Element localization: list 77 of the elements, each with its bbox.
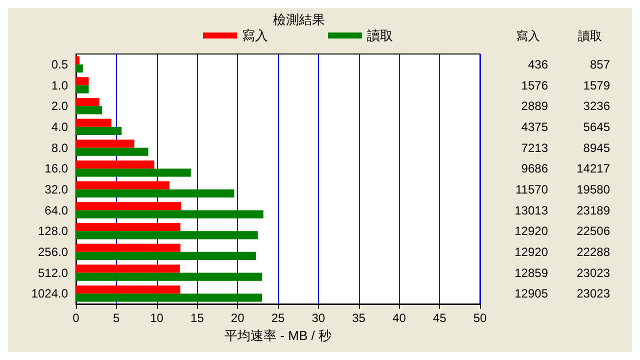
- bar: [76, 231, 258, 240]
- x-tick-label: 40: [392, 311, 406, 325]
- text: 12920: [514, 244, 548, 259]
- x-tick-label: 10: [150, 311, 164, 325]
- text: 13013: [514, 203, 548, 218]
- x-tick-label: 35: [352, 311, 366, 325]
- text: 11570: [516, 182, 548, 196]
- text: 22288: [576, 244, 610, 259]
- y-tick-label: 256.0: [38, 244, 68, 259]
- y-tick-label: 8.0: [51, 140, 68, 155]
- text: 12920: [514, 224, 548, 238]
- bar: [76, 56, 80, 64]
- text: 2889: [521, 99, 548, 114]
- text: 12905: [514, 286, 548, 301]
- bar: [76, 140, 134, 148]
- text: 23023: [576, 286, 610, 301]
- text: 14217: [576, 162, 610, 176]
- y-tick-label: 64.0: [44, 203, 68, 218]
- bar: [76, 222, 180, 232]
- text: 23189: [576, 203, 610, 218]
- bar: [76, 244, 180, 252]
- bar: [76, 189, 234, 198]
- bar: [76, 181, 170, 190]
- y-tick-label: 128.0: [38, 224, 68, 238]
- x-tick-label: 30: [312, 311, 326, 325]
- chart-title: 檢測結果: [273, 12, 325, 27]
- y-tick-label: 32.0: [44, 182, 68, 196]
- x-axis-title: 平均速率 - MB / 秒: [224, 328, 332, 343]
- x-tick-label: 25: [271, 311, 285, 325]
- text: 23023: [576, 266, 610, 280]
- bar: [76, 98, 100, 106]
- bar: [76, 168, 191, 177]
- y-tick-label: 0.5: [51, 57, 68, 72]
- text: 12859: [514, 266, 548, 280]
- bar: [76, 202, 182, 210]
- bar: [76, 64, 83, 73]
- text: 4375: [521, 120, 548, 134]
- text: 1579: [583, 78, 610, 92]
- text: 寫入: [516, 29, 540, 43]
- x-tick-label: 50: [473, 311, 487, 325]
- text: 436: [528, 57, 548, 72]
- bar: [76, 126, 122, 136]
- bar: [76, 210, 264, 218]
- text: 讀取: [578, 29, 602, 43]
- bar: [76, 294, 262, 302]
- bar: [76, 272, 262, 281]
- bar: [76, 264, 180, 273]
- text: 22506: [576, 224, 610, 238]
- text: 9686: [521, 162, 548, 176]
- bar: [76, 285, 180, 294]
- y-tick-label: 4.0: [51, 120, 68, 134]
- legend-label: 寫入: [242, 28, 268, 43]
- x-tick-label: 45: [432, 311, 447, 325]
- bar: [76, 118, 112, 127]
- x-tick-label: 20: [230, 311, 245, 325]
- y-tick-label: 2.0: [51, 99, 68, 114]
- bar: [76, 106, 102, 114]
- x-tick-label: 15: [190, 311, 204, 325]
- y-tick-label: 512.0: [38, 266, 68, 280]
- text: 5645: [583, 120, 610, 134]
- bar: [76, 77, 89, 86]
- bar: [76, 252, 256, 260]
- bar: [76, 148, 148, 156]
- text: 19580: [576, 182, 610, 196]
- text: 1576: [521, 78, 548, 92]
- x-tick-label: 5: [113, 311, 120, 325]
- x-tick-label: 0: [72, 311, 80, 325]
- bar: [76, 85, 89, 94]
- y-tick-label: 1.0: [51, 78, 68, 92]
- text: 7213: [521, 140, 548, 155]
- text: 3236: [583, 99, 610, 114]
- y-tick-label: 16.0: [44, 162, 68, 176]
- text: 857: [590, 57, 610, 72]
- legend-label: 讀取: [367, 28, 393, 43]
- bar: [76, 160, 154, 169]
- y-tick-label: 1024.0: [31, 286, 68, 301]
- text: 8945: [583, 140, 610, 155]
